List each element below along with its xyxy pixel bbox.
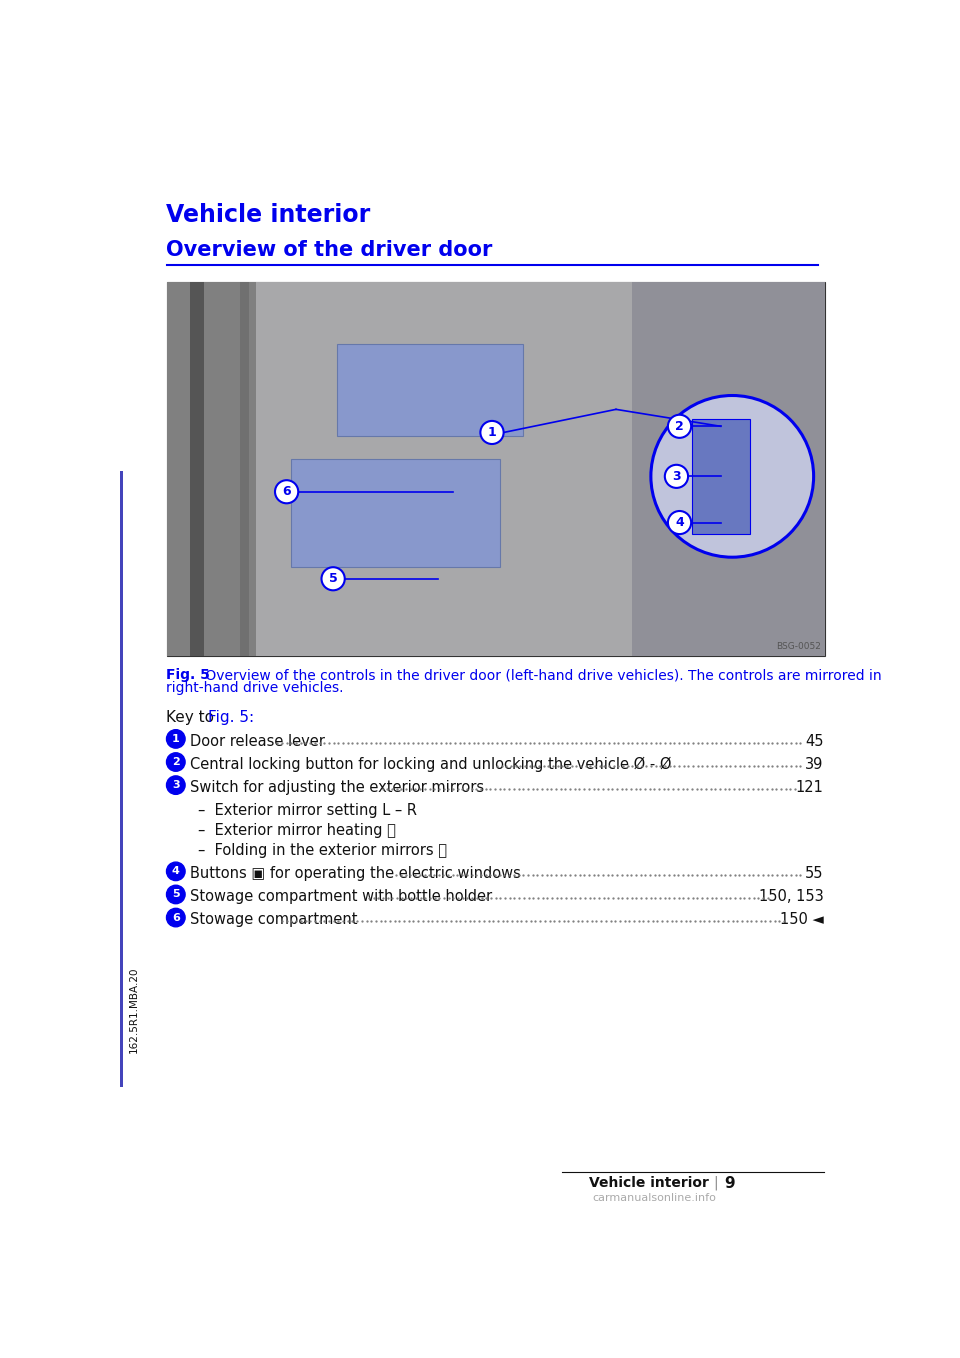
Circle shape [166, 909, 185, 926]
Text: Switch for adjusting the exterior mirrors: Switch for adjusting the exterior mirror… [190, 779, 484, 794]
Text: 55: 55 [805, 866, 824, 881]
Text: 162.5R1.MBA.20: 162.5R1.MBA.20 [129, 967, 139, 1054]
Bar [291, 459, 500, 568]
Circle shape [322, 568, 345, 591]
Text: 2: 2 [675, 420, 684, 433]
Text: Vehicle interior: Vehicle interior [589, 1176, 709, 1190]
Text: 5: 5 [172, 889, 180, 899]
Text: Key to: Key to [166, 710, 220, 725]
Text: 3: 3 [172, 779, 180, 790]
Text: 5: 5 [328, 572, 338, 585]
Text: |: | [713, 1176, 717, 1190]
Circle shape [480, 421, 504, 444]
Text: Fig. 5: Fig. 5 [166, 668, 210, 682]
Circle shape [665, 464, 688, 488]
Text: Overview of the controls in the driver door (left-hand drive vehicles). The cont: Overview of the controls in the driver d… [201, 668, 881, 682]
Circle shape [166, 752, 185, 771]
Bar [166, 282, 826, 656]
Bar [255, 282, 721, 656]
Text: –  Exterior mirror heating Ⓜ: – Exterior mirror heating Ⓜ [198, 823, 396, 838]
Text: Stowage compartment with bottle holder: Stowage compartment with bottle holder [190, 889, 492, 904]
Text: –  Folding in the exterior mirrors ⬜: – Folding in the exterior mirrors ⬜ [198, 843, 446, 858]
Circle shape [166, 775, 185, 794]
Bar [166, 282, 259, 656]
Bar [692, 418, 750, 534]
Bar [190, 282, 204, 656]
Bar [337, 344, 523, 436]
Bar [240, 282, 250, 656]
Text: –  Exterior mirror setting L – R: – Exterior mirror setting L – R [198, 803, 417, 818]
Text: Fig. 5:: Fig. 5: [207, 710, 253, 725]
Text: Door release lever: Door release lever [190, 733, 324, 748]
Text: Overview of the driver door: Overview of the driver door [166, 240, 492, 259]
Text: 1: 1 [172, 733, 180, 744]
Text: 121: 121 [796, 779, 824, 794]
Circle shape [668, 414, 691, 437]
Bar [120, 471, 123, 1086]
Text: Central locking button for locking and unlocking the vehicle Ø - Ø: Central locking button for locking and u… [190, 756, 671, 771]
Circle shape [166, 729, 185, 748]
Text: 1: 1 [488, 426, 496, 439]
Bar [632, 282, 826, 656]
Text: 150 ◄: 150 ◄ [780, 913, 824, 928]
Circle shape [275, 481, 299, 504]
Text: 6: 6 [172, 913, 180, 922]
Text: 6: 6 [282, 485, 291, 498]
Text: 3: 3 [672, 470, 681, 483]
Circle shape [166, 885, 185, 903]
Text: 9: 9 [725, 1176, 735, 1191]
Text: 4: 4 [675, 516, 684, 530]
Text: BSG-0052: BSG-0052 [776, 642, 821, 650]
Text: 39: 39 [805, 756, 824, 771]
Text: carmanualsonline.info: carmanualsonline.info [593, 1194, 717, 1203]
Circle shape [166, 862, 185, 880]
Text: 4: 4 [172, 866, 180, 876]
Circle shape [651, 395, 814, 557]
Text: right-hand drive vehicles.: right-hand drive vehicles. [166, 682, 344, 695]
Text: 150, 153: 150, 153 [759, 889, 824, 904]
Text: Buttons ▣ for operating the electric windows: Buttons ▣ for operating the electric win… [190, 866, 520, 881]
Circle shape [668, 511, 691, 534]
Text: 45: 45 [805, 733, 824, 748]
Text: 2: 2 [172, 756, 180, 767]
Text: Stowage compartment: Stowage compartment [190, 913, 357, 928]
Text: Vehicle interior: Vehicle interior [166, 202, 371, 227]
